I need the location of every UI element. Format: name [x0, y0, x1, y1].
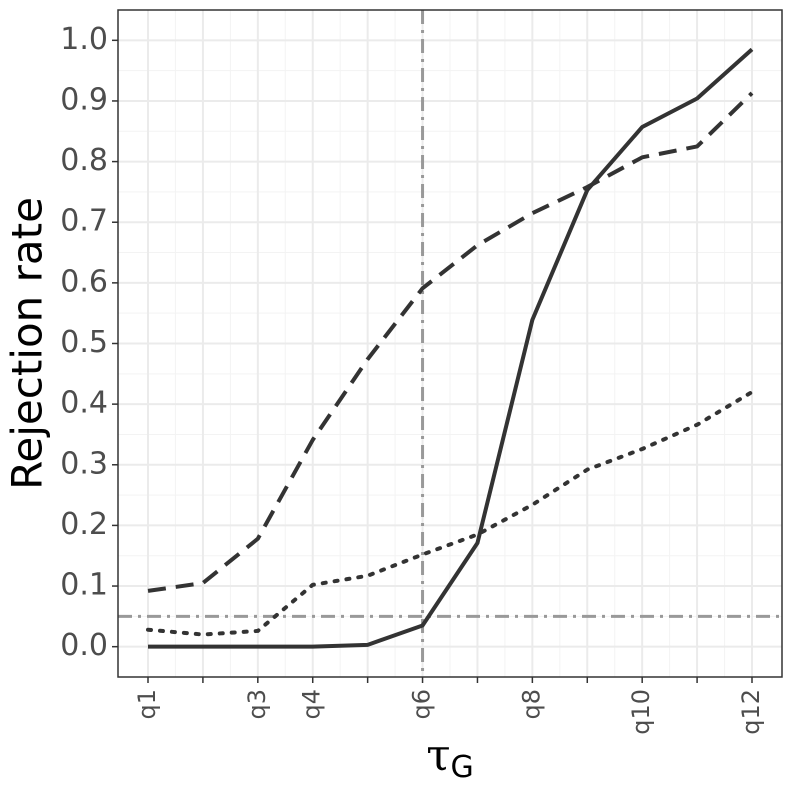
series-line: [146, 390, 754, 637]
x-axis-title: τG: [426, 730, 474, 785]
panel-border: [117, 9, 783, 678]
x-tick-label: q1: [133, 689, 161, 720]
y-tick-label: 0.4: [60, 386, 108, 421]
x-axis-title-subscript: G: [451, 750, 474, 785]
x-tick-label: q10: [627, 689, 655, 735]
y-tick-label: 0.0: [60, 628, 108, 663]
x-tick-label: q8: [517, 689, 545, 720]
y-tick-label: 1.0: [60, 22, 108, 57]
x-tick-label: q4: [298, 689, 326, 720]
y-tick-label: 0.5: [60, 325, 108, 360]
x-axis-title-symbol: τ: [426, 730, 450, 781]
y-tick-label: 0.9: [60, 82, 108, 117]
series-line: [148, 47, 754, 649]
y-axis-title: Rejection rate: [3, 197, 52, 490]
x-tick-label: q3: [243, 689, 271, 720]
y-tick-label: 0.8: [60, 143, 108, 178]
y-tick-label: 0.6: [60, 264, 108, 299]
x-tick-label: q6: [408, 689, 436, 720]
y-tick-label: 0.3: [60, 446, 108, 481]
y-tick-label: 0.1: [60, 568, 108, 603]
x-tick-label: q12: [737, 689, 765, 735]
series-line: [147, 91, 754, 593]
y-tick-label: 0.2: [60, 507, 108, 542]
y-tick-label: 0.7: [60, 204, 108, 239]
